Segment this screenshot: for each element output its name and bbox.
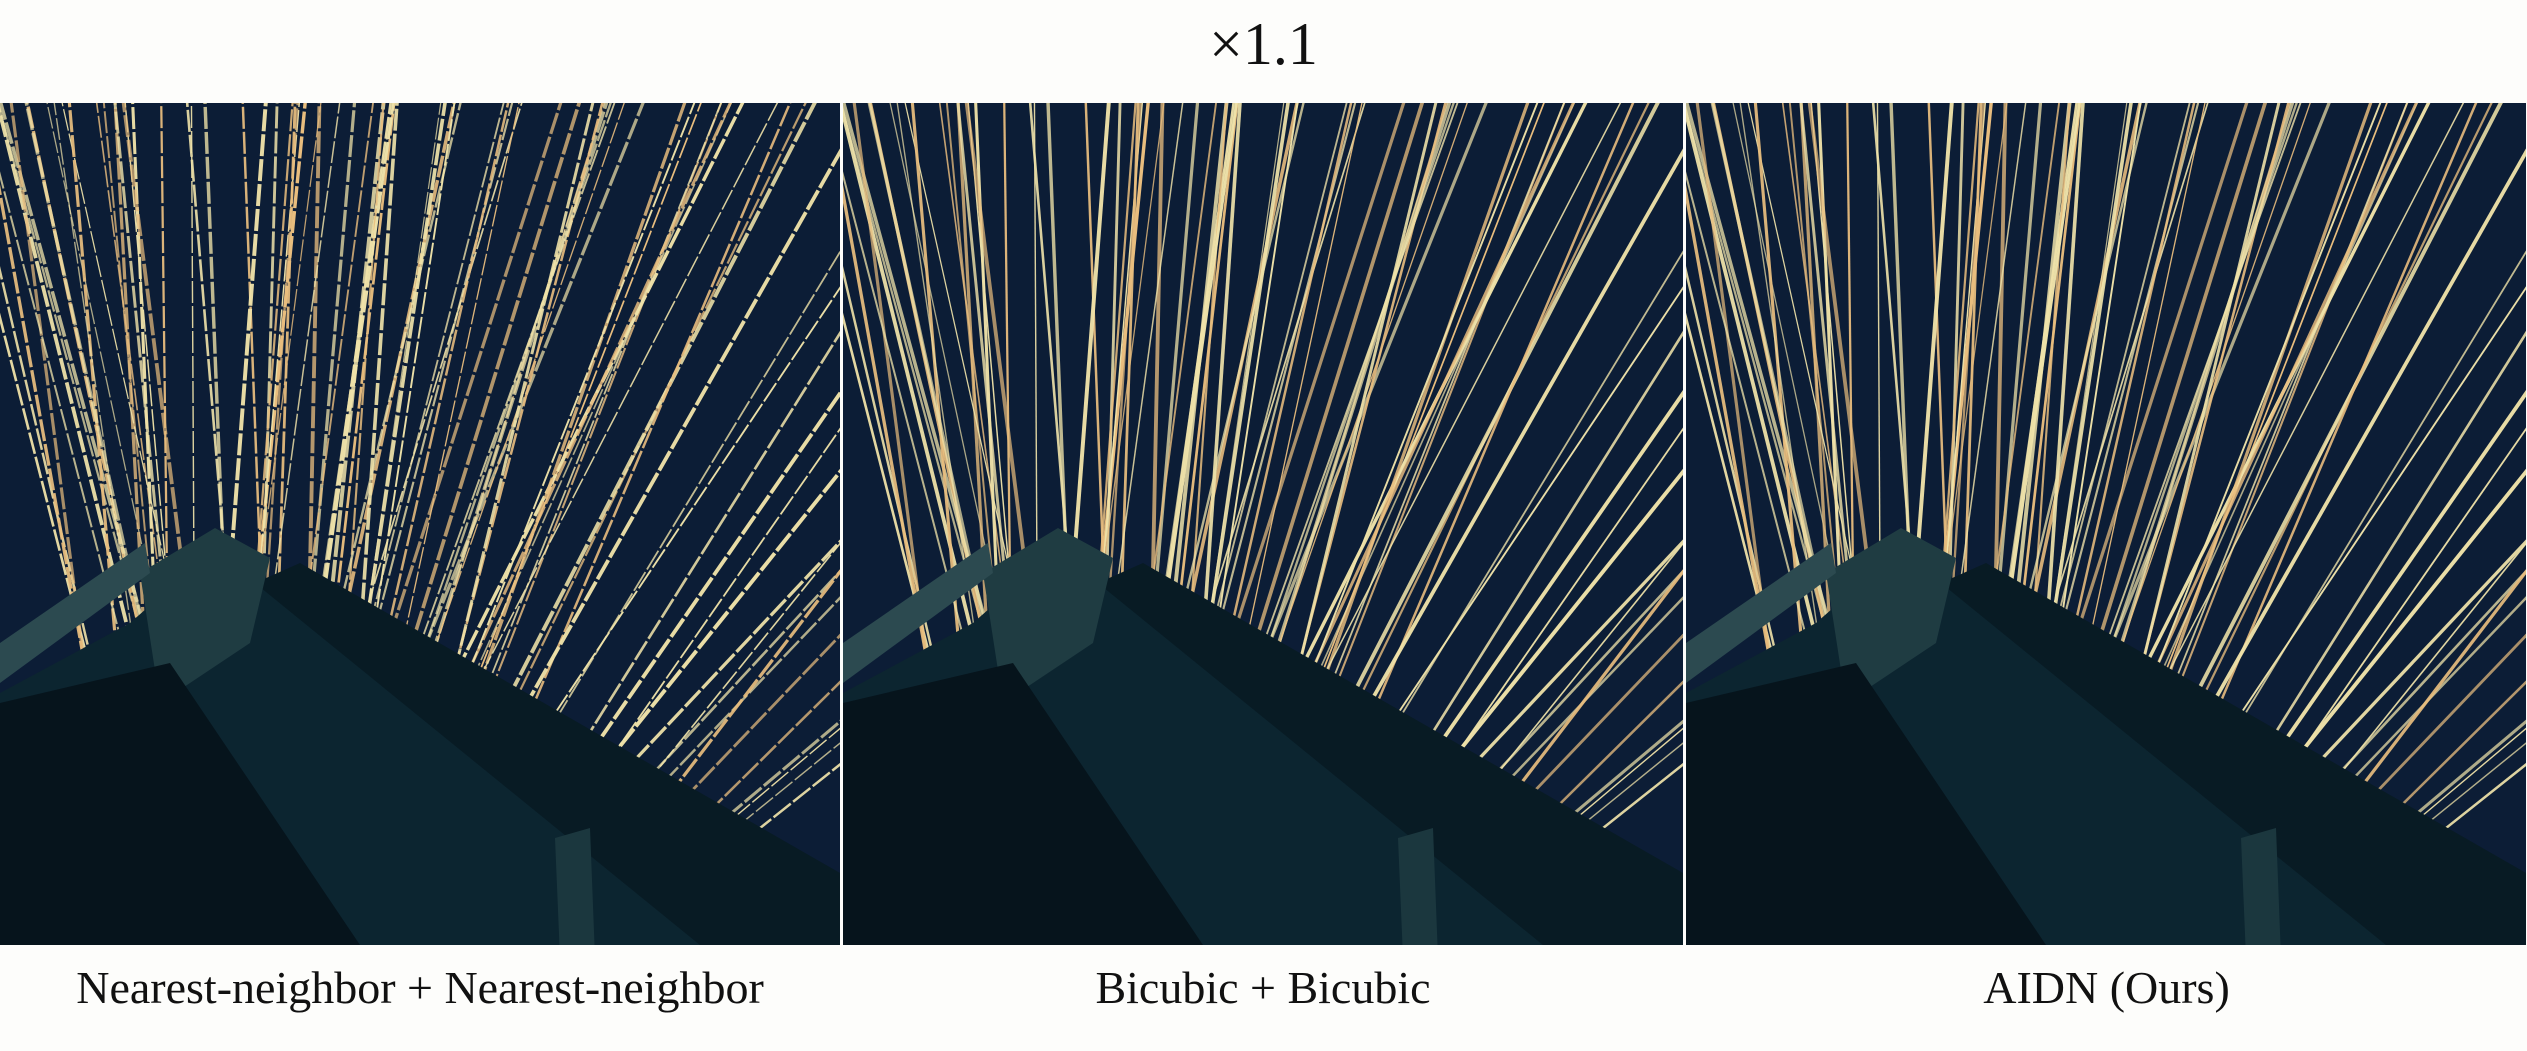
photo-light-trails (0, 103, 840, 945)
caption-bicubic: Bicubic + Bicubic (1095, 962, 1431, 1013)
caption-nearest-neighbor: Nearest-neighbor + Nearest-neighbor (76, 962, 764, 1013)
building-silhouette (843, 528, 1683, 945)
panel-bicubic (843, 103, 1683, 945)
photo-light-trails (1686, 103, 2526, 945)
panel-nearest-neighbor (0, 103, 840, 945)
figure-title: ×1.1 (1209, 11, 1318, 77)
building-silhouette (1686, 528, 2526, 945)
panel-aidn (1686, 103, 2526, 945)
image-comparison-strip (0, 103, 2527, 945)
building-silhouette (0, 528, 840, 945)
photo-light-trails (843, 103, 1683, 945)
caption-aidn: AIDN (Ours) (1983, 962, 2230, 1013)
